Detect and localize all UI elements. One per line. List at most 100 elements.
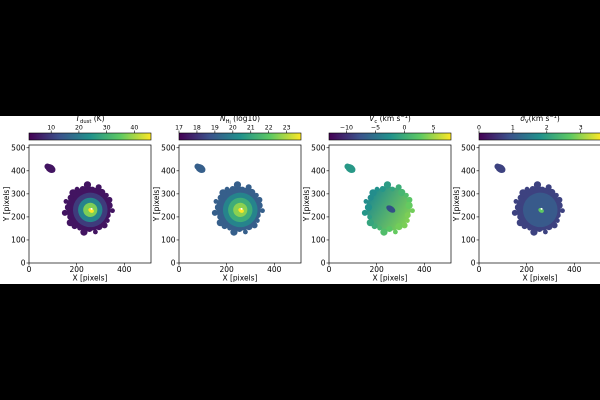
disk-edge-blob: [224, 186, 230, 192]
disk-edge-blob: [511, 209, 518, 216]
y-axis-label: Y [pixels]: [452, 187, 461, 223]
colorbar-tick-label: −5: [371, 125, 380, 132]
colorbar-tick-label: 5: [432, 125, 436, 132]
x-tick-label: 200: [69, 265, 84, 274]
disk-edge-blob: [386, 226, 393, 233]
center-peak: [238, 207, 244, 213]
disk-edge-blob: [240, 186, 245, 192]
disk-edge-blob: [219, 189, 227, 197]
disk-edge-blob: [213, 199, 219, 204]
x-tick-label: 200: [219, 265, 234, 274]
disk-edge-blob: [410, 208, 415, 214]
y-tick-label: 500: [11, 143, 26, 152]
y-tick-label: 500: [161, 143, 176, 152]
disk-edge-blob: [95, 184, 102, 191]
disk-edge-blob: [390, 186, 395, 192]
disk-edge-blob: [395, 223, 403, 231]
center-peak-core: [240, 207, 243, 210]
disk-edge-blob: [110, 208, 115, 214]
disk-edge-blob: [554, 218, 560, 223]
disk-edge-blob: [401, 222, 408, 229]
x-axis-label: X [pixels]: [372, 274, 407, 283]
disk-edge-blob: [380, 228, 388, 236]
disk-edge-blob: [545, 184, 552, 191]
disk-edge-blob: [77, 225, 82, 231]
disk-edge-blob: [533, 181, 542, 189]
colorbar-tick-label: 20: [229, 125, 237, 132]
center-peak: [538, 207, 544, 213]
disk-edge-blob: [540, 186, 545, 192]
disk-edge-blob: [395, 184, 402, 191]
disk-edge-blob: [560, 208, 565, 214]
disk-edge-blob: [236, 226, 243, 233]
y-tick-label: 400: [461, 166, 476, 175]
colorbar-label: Tdust (K): [75, 116, 104, 125]
disk-edge-blob: [513, 199, 519, 204]
x-axis-label: X [pixels]: [72, 274, 107, 283]
center-peak: [88, 207, 94, 213]
disk-edge-blob: [74, 186, 80, 192]
colorbar: [28, 132, 152, 141]
disk-edge-blob: [69, 189, 77, 197]
colorbar-label: NHI (log10): [220, 116, 260, 125]
disk-edge-blob: [101, 222, 108, 229]
y-tick-label: 300: [161, 189, 176, 198]
y-tick-label: 100: [11, 236, 26, 245]
disk-edge-blob: [554, 192, 559, 198]
y-tick-label: 100: [161, 236, 176, 245]
colorbar: [478, 132, 600, 141]
y-tick-label: 400: [311, 166, 326, 175]
y-tick-label: 400: [161, 166, 176, 175]
colorbar-tick-label: 20: [75, 125, 83, 132]
axes-frame: [178, 144, 302, 264]
x-tick-label: 200: [519, 265, 534, 274]
disk-edge-blob: [516, 219, 524, 227]
colorbar: [328, 132, 452, 141]
disk-edge-blob: [260, 208, 265, 214]
disk-edge-blob: [104, 192, 109, 198]
disk-edge-blob: [104, 218, 110, 223]
heatmap-image: [194, 163, 265, 236]
center-peak-core: [540, 207, 543, 210]
companion-blob: [194, 163, 201, 170]
y-tick-label: 200: [11, 213, 26, 222]
disk-edge-blob: [61, 209, 68, 216]
colorbar-label: σV(km s−1): [520, 116, 560, 125]
x-tick-label: 0: [177, 265, 182, 274]
x-axis-label: X [pixels]: [522, 274, 557, 283]
disk-edge-blob: [230, 228, 238, 236]
disk-edge-blob: [405, 201, 413, 209]
y-tick-label: 200: [311, 213, 326, 222]
colorbar-tick-label: 0: [403, 125, 407, 132]
disk-edge-blob: [363, 199, 369, 204]
companion-blob: [344, 163, 351, 170]
disk-edge-blob: [93, 229, 98, 235]
colorbar-tick-label: −10: [340, 125, 353, 132]
disk-edge-blob: [383, 181, 392, 189]
disk-edge-blob: [529, 185, 536, 192]
disk-edge-blob: [519, 189, 527, 197]
x-tick-label: 0: [327, 265, 332, 274]
axes-frame: [328, 144, 452, 264]
y-tick-label: 100: [461, 236, 476, 245]
y-tick-label: 0: [171, 259, 176, 268]
colorbar-tick-label: 3: [579, 125, 583, 132]
center-peak-core: [90, 207, 93, 210]
y-tick-label: 300: [311, 189, 326, 198]
y-tick-label: 300: [11, 189, 26, 198]
colorbar-tick-label: 22: [265, 125, 273, 132]
disk-edge-blob: [404, 212, 411, 219]
disk-edge-blob: [106, 196, 113, 203]
disk-edge-blob: [211, 209, 218, 216]
companion-blob: [44, 163, 51, 170]
disk-edge-blob: [227, 225, 232, 231]
colorbar-tick-label: 21: [247, 125, 255, 132]
disk-edge-blob: [67, 214, 72, 220]
colorbar-tick-label: 0: [477, 125, 481, 132]
disk-edge-blob: [524, 186, 530, 192]
disk-edge-blob: [404, 192, 409, 198]
x-tick-label: 400: [567, 265, 582, 274]
disk-edge-blob: [406, 196, 413, 203]
disk-edge-blob: [214, 203, 223, 211]
disk-edge-blob: [98, 188, 106, 197]
